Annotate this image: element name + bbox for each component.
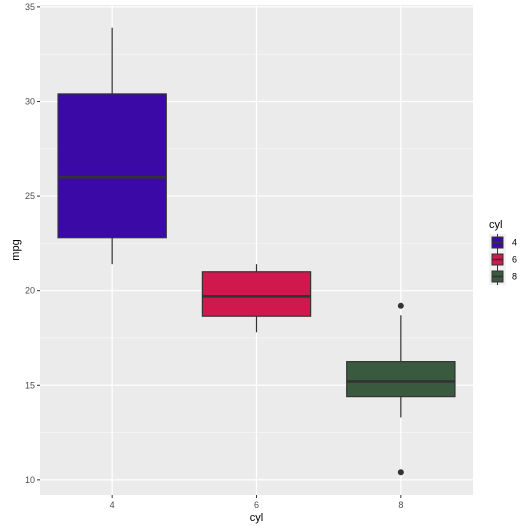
x-tick-label: 8: [398, 500, 403, 510]
box-body: [57, 93, 167, 239]
x-axis-title: cyl: [250, 512, 263, 524]
x-axis: 4 6 8: [110, 495, 403, 510]
outlier-point: [397, 302, 404, 309]
y-axis-title: mpg: [10, 239, 22, 260]
y-tick-label: 30: [25, 96, 35, 106]
y-tick-label: 10: [25, 475, 35, 485]
box-8: [346, 302, 456, 476]
y-tick-label: 25: [25, 191, 35, 201]
y-tick-label: 15: [25, 380, 35, 390]
legend-label-4: 4: [512, 238, 517, 248]
box-body: [346, 361, 456, 398]
box-6: [201, 264, 312, 333]
box-4: [57, 27, 167, 265]
outlier-point: [397, 469, 404, 476]
legend: cyl 4 6 8: [489, 219, 517, 285]
y-axis: 10 15 20 25 30 35: [25, 2, 40, 485]
y-tick-label: 35: [25, 2, 35, 12]
x-tick-label: 6: [254, 500, 259, 510]
x-tick-label: 4: [110, 500, 115, 510]
legend-title: cyl: [489, 219, 502, 231]
box-series: [57, 27, 456, 476]
legend-label-8: 8: [512, 272, 517, 282]
box-body: [201, 271, 312, 317]
legend-label-6: 6: [512, 255, 517, 265]
y-tick-label: 20: [25, 286, 35, 296]
